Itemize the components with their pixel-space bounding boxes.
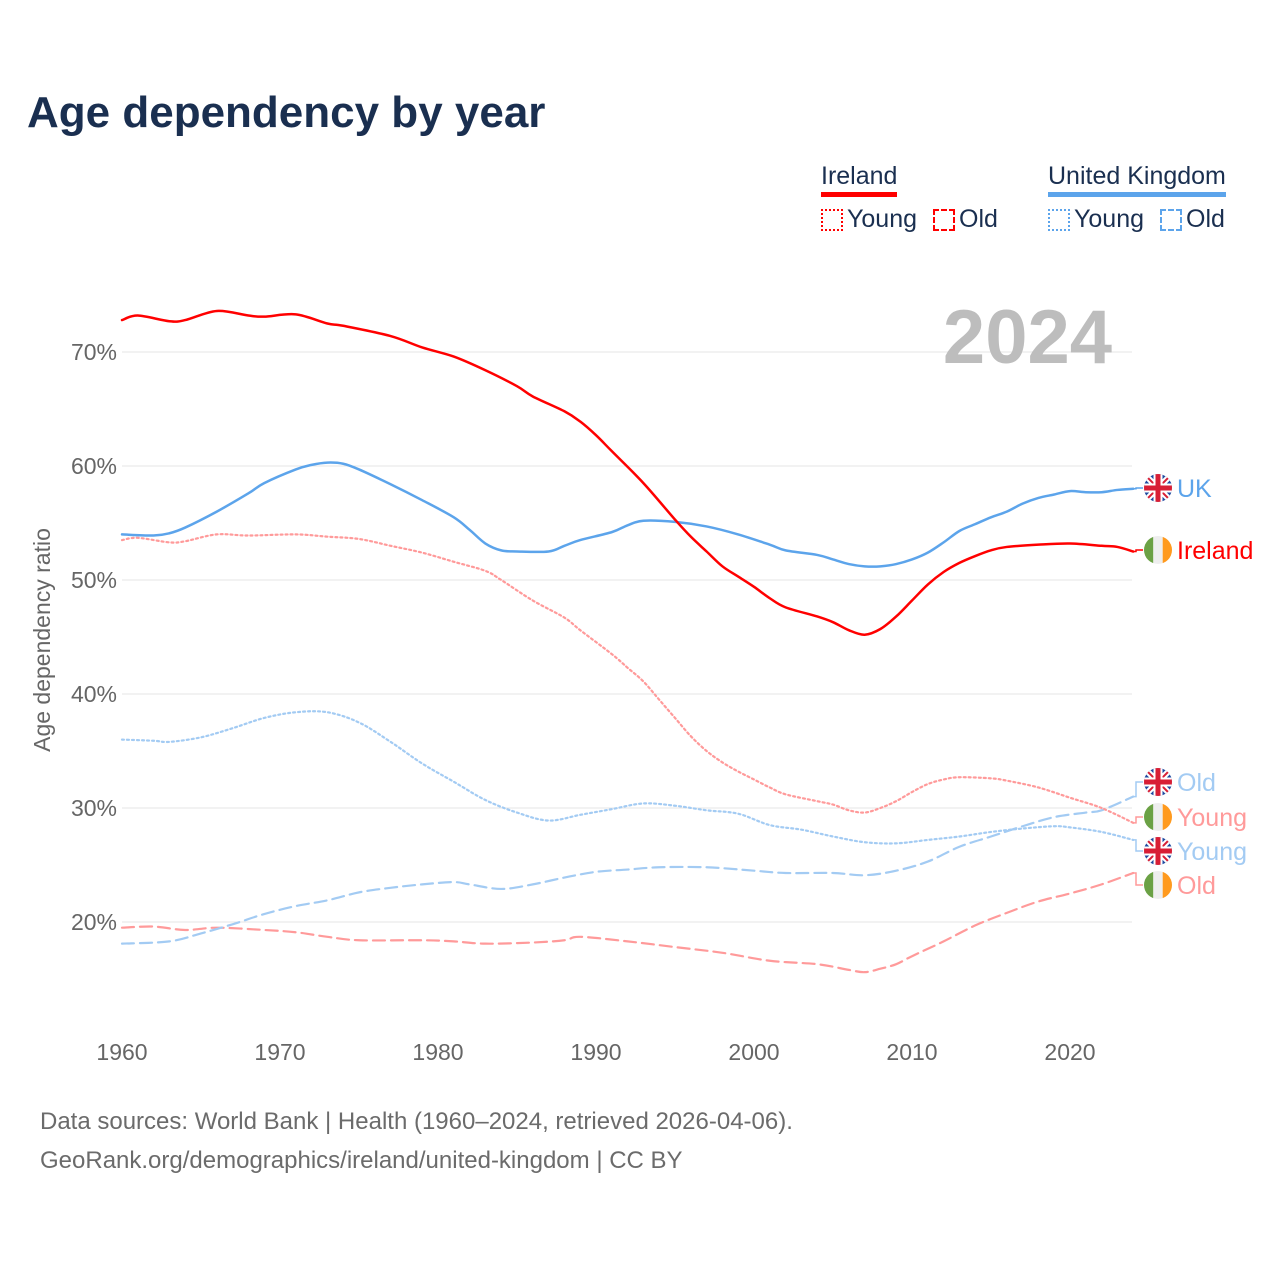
y-tick-label: 60% xyxy=(71,453,117,479)
end-label-uk-young: Young xyxy=(1177,838,1247,866)
end-label-ie-old: Old xyxy=(1177,872,1216,900)
leader-line xyxy=(1132,816,1143,824)
leader-line xyxy=(1132,781,1143,798)
leader-line xyxy=(1132,549,1143,553)
dashed-swatch-icon xyxy=(933,208,955,231)
leader-line xyxy=(1132,487,1143,490)
legend-uk-young: Young xyxy=(1048,205,1144,234)
leader-line xyxy=(1132,839,1143,852)
legend-uk-label: United Kingdom xyxy=(1048,162,1226,197)
year-watermark: 2024 xyxy=(943,295,1112,380)
leader-line xyxy=(1132,872,1143,886)
legend-label: Young xyxy=(847,205,917,233)
end-label-ie-total: Ireland xyxy=(1177,537,1253,565)
dotted-swatch-icon xyxy=(821,208,843,231)
dotted-swatch-icon xyxy=(1048,208,1070,231)
legend-uk-old: Old xyxy=(1160,205,1225,234)
uk-flag-icon xyxy=(1143,473,1173,503)
ireland-flag-icon xyxy=(1143,802,1173,832)
ireland-flag-icon xyxy=(1143,870,1173,900)
footer-attribution: GeoRank.org/demographics/ireland/united-… xyxy=(40,1147,683,1174)
legend-label: Old xyxy=(959,205,998,233)
ireland-flag-icon xyxy=(1143,535,1173,565)
series-line-ie-young xyxy=(120,533,1135,824)
x-tick-label: 2020 xyxy=(1044,1039,1095,1065)
y-tick-label: 20% xyxy=(71,909,117,935)
series-line-ie-old xyxy=(120,871,1135,974)
y-tick-label: 30% xyxy=(71,795,117,821)
x-tick-label: 1970 xyxy=(254,1039,305,1065)
x-tick-label: 2010 xyxy=(886,1039,937,1065)
series-line-uk-total xyxy=(120,461,1135,568)
legend-ireland-old: Old xyxy=(933,205,998,234)
legend-ireland-young: Young xyxy=(821,205,917,234)
series-line-uk-old xyxy=(120,795,1135,945)
y-tick-label: 50% xyxy=(71,567,117,593)
legend-label: Young xyxy=(1074,205,1144,233)
uk-flag-icon xyxy=(1143,836,1173,866)
legend-uk: United Kingdom Young Old xyxy=(1048,162,1226,234)
x-tick-label: 1990 xyxy=(570,1039,621,1065)
end-label-uk-total: UK xyxy=(1177,475,1212,503)
dashed-swatch-icon xyxy=(1160,208,1182,231)
series-line-uk-young xyxy=(120,710,1135,845)
footer-sources: Data sources: World Bank | Health (1960–… xyxy=(40,1108,793,1135)
x-tick-label: 2000 xyxy=(728,1039,779,1065)
end-label-ie-young: Young xyxy=(1177,804,1247,832)
y-tick-label: 40% xyxy=(71,681,117,707)
series-line-ie-total xyxy=(120,309,1135,636)
legend-label: Old xyxy=(1186,205,1225,233)
legend-ireland-label: Ireland xyxy=(821,162,898,197)
end-label-uk-old: Old xyxy=(1177,769,1216,797)
y-tick-label: 70% xyxy=(71,339,117,365)
x-tick-label: 1960 xyxy=(96,1039,147,1065)
y-axis-label: Age dependency ratio xyxy=(29,528,55,752)
legend-ireland: Ireland Young Old xyxy=(821,162,998,234)
chart-title: Age dependency by year xyxy=(27,88,546,137)
x-tick-label: 1980 xyxy=(412,1039,463,1065)
uk-flag-icon xyxy=(1143,767,1173,797)
